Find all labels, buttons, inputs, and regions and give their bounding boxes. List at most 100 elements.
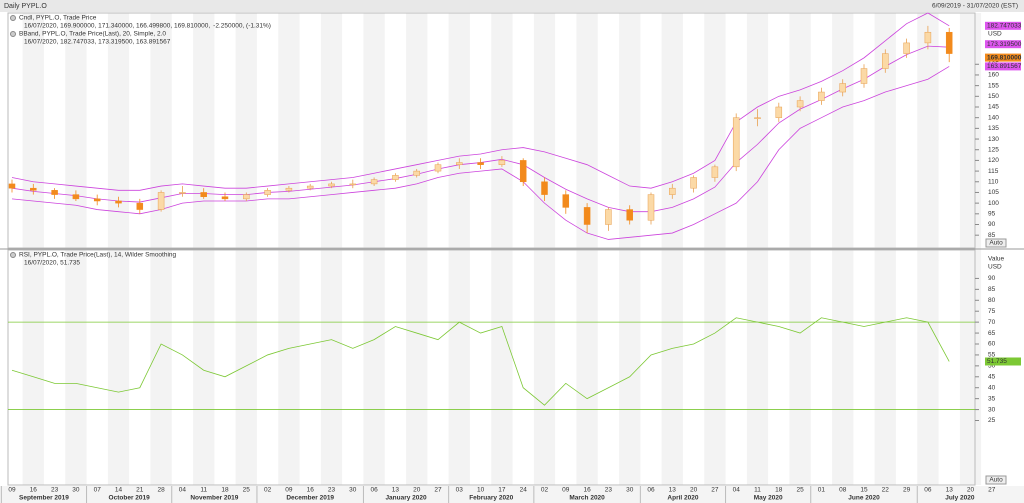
x-day-label: 09 bbox=[562, 487, 570, 494]
x-day-label: 23 bbox=[605, 487, 613, 494]
candle-body bbox=[8, 183, 16, 189]
y-tick-label: 105 bbox=[988, 189, 999, 196]
candle-body bbox=[477, 162, 484, 165]
x-day-label: 02 bbox=[264, 487, 272, 494]
candle-body bbox=[562, 194, 570, 208]
x-day-label: 28 bbox=[157, 487, 165, 494]
y-tick-label: 45 bbox=[988, 374, 996, 381]
x-day-label: 06 bbox=[647, 487, 655, 494]
x-day-label: 27 bbox=[711, 487, 719, 494]
y-tick-label: 70 bbox=[988, 319, 996, 326]
axis-unit: Value bbox=[988, 256, 1005, 263]
legend-text: 16/07/2020, 51.735 bbox=[24, 260, 80, 267]
y-tick-label: 75 bbox=[988, 308, 996, 315]
candle-body bbox=[626, 209, 633, 221]
legend-icon bbox=[10, 31, 16, 37]
y-tick-label: 155 bbox=[988, 82, 999, 89]
x-day-label: 30 bbox=[349, 487, 357, 494]
x-day-label: 23 bbox=[328, 487, 336, 494]
x-day-label: 09 bbox=[285, 487, 293, 494]
legend-text: 16/07/2020, 169.900000, 171.340000, 166.… bbox=[24, 23, 210, 30]
bband-lower bbox=[11, 66, 950, 240]
candle-body bbox=[945, 31, 953, 54]
axis-unit: USD bbox=[988, 31, 1002, 38]
x-day-label: 13 bbox=[392, 487, 400, 494]
candle-body bbox=[860, 68, 868, 84]
legend-text: Cndl, PYPL.O, Trade Price bbox=[19, 15, 97, 22]
y-tick-label: 85 bbox=[988, 286, 996, 293]
price-tag bbox=[985, 40, 1021, 49]
header-range: 6/09/2019 - 31/07/2020 (EST) bbox=[932, 3, 1018, 10]
x-day-label: 27 bbox=[988, 487, 996, 494]
x-day-label: 06 bbox=[370, 487, 378, 494]
candle-body bbox=[72, 194, 80, 200]
y-tick-label: 125 bbox=[988, 146, 999, 153]
price-tag bbox=[985, 53, 1021, 62]
candle-body bbox=[306, 185, 314, 189]
candle-body bbox=[711, 166, 719, 178]
candle-body bbox=[541, 181, 548, 195]
header-bar bbox=[0, 0, 1024, 12]
legend-text: BBand, PYPL.O, Trade Price(Last), 20, Si… bbox=[19, 31, 166, 38]
x-day-label: 20 bbox=[967, 487, 975, 494]
x-day-label: 24 bbox=[520, 487, 528, 494]
x-day-label: 11 bbox=[200, 487, 207, 494]
x-day-label: 04 bbox=[733, 487, 741, 494]
price-tag bbox=[985, 62, 1021, 71]
value-tag bbox=[985, 357, 1021, 366]
auto-button bbox=[985, 475, 1007, 485]
week-bands bbox=[22, 13, 982, 485]
legend-icon bbox=[10, 252, 16, 258]
x-month-label: November 2019 bbox=[190, 495, 238, 502]
y-tick-label: 100 bbox=[988, 200, 999, 207]
price-frame bbox=[7, 12, 976, 249]
x-day-label: 03 bbox=[456, 487, 464, 494]
x-axis-bar bbox=[0, 486, 1024, 503]
x-day-label: 07 bbox=[94, 487, 102, 494]
x-month-label: January 2020 bbox=[385, 495, 427, 502]
y-tick-label: 95 bbox=[988, 211, 996, 218]
x-day-label: 21 bbox=[136, 487, 144, 494]
x-day-label: 20 bbox=[413, 487, 421, 494]
candle-body bbox=[179, 192, 186, 194]
x-day-label: 01 bbox=[818, 487, 826, 494]
y-tick-label: 110 bbox=[988, 178, 999, 185]
header-title: Daily PYPL.O bbox=[4, 3, 47, 10]
candle-body bbox=[754, 117, 761, 119]
legend-text: RSI, PYPL.O, Trade Price(Last), 14, Wild… bbox=[19, 252, 177, 259]
candle-body bbox=[456, 162, 463, 165]
candle-body bbox=[519, 160, 527, 183]
candle-body bbox=[30, 187, 37, 191]
candle-body bbox=[498, 160, 506, 165]
price-tag-label: 169.810000 bbox=[987, 54, 1022, 61]
y-tick-label: 145 bbox=[988, 104, 999, 111]
x-day-label: 02 bbox=[541, 487, 549, 494]
x-day-label: 13 bbox=[669, 487, 677, 494]
x-month-label: May 2020 bbox=[754, 495, 783, 502]
rsi-frame bbox=[7, 249, 976, 486]
x-month-label: September 2019 bbox=[19, 495, 69, 502]
value-tag-label: 51.735 bbox=[987, 358, 1007, 365]
bband-upper bbox=[11, 12, 950, 191]
candle-body bbox=[732, 117, 740, 168]
x-day-label: 16 bbox=[583, 487, 591, 494]
y-tick-label: 115 bbox=[988, 168, 999, 175]
candle-body bbox=[647, 194, 655, 221]
x-month-label: March 2020 bbox=[569, 495, 605, 502]
candle-body bbox=[93, 198, 101, 202]
candle-body bbox=[839, 83, 846, 93]
candle-body bbox=[157, 192, 165, 210]
x-month-label: July 2020 bbox=[945, 495, 975, 502]
auto-label: Auto bbox=[989, 477, 1003, 484]
candle-body bbox=[413, 170, 420, 176]
x-month-label: April 2020 bbox=[667, 495, 698, 502]
candle-body bbox=[221, 196, 229, 200]
y-tick-label: 90 bbox=[988, 221, 996, 228]
y-tick-label: 80 bbox=[988, 297, 996, 304]
auto-button bbox=[985, 238, 1007, 248]
rsi-line bbox=[11, 317, 950, 406]
y-tick-label: 50 bbox=[988, 363, 996, 370]
x-day-label: 13 bbox=[946, 487, 954, 494]
legend-icon bbox=[10, 15, 16, 21]
candle-body bbox=[392, 175, 399, 180]
